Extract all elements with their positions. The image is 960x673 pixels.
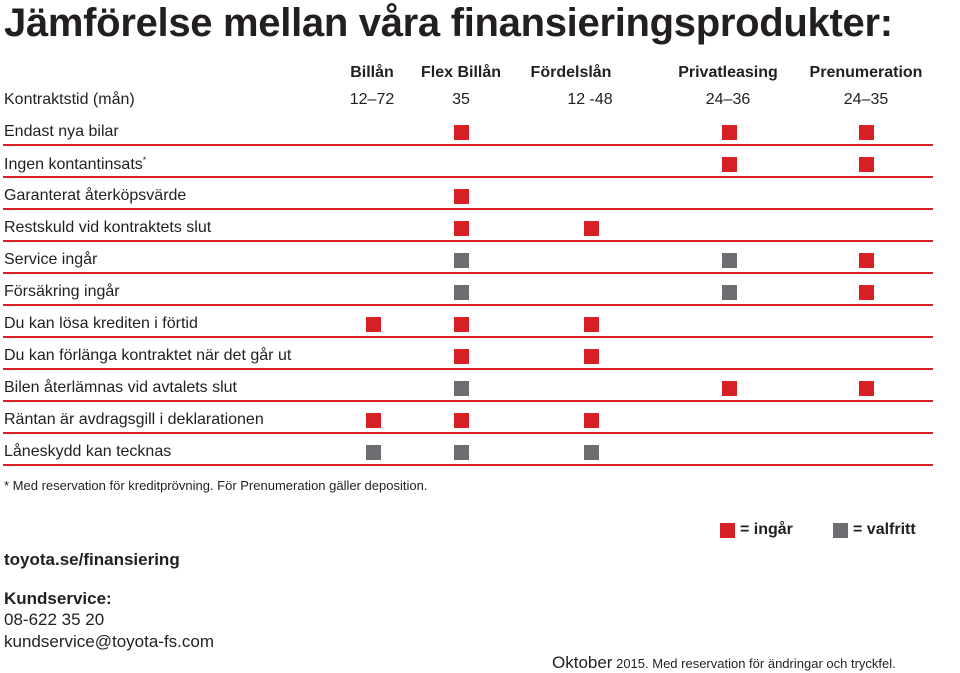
row-label: Service ingår <box>4 251 97 269</box>
col-head-privatleasing: Privatleasing <box>678 64 778 81</box>
row-label-text: Du kan lösa krediten i förtid <box>4 315 198 332</box>
grey-square-icon <box>833 523 848 538</box>
red-square-icon <box>584 349 599 364</box>
term-label: Kontraktstid (mån) <box>4 91 135 108</box>
grey-square-icon <box>722 253 737 268</box>
term-value-billan: 12–72 <box>349 91 395 108</box>
footnote: * Med reservation för kreditprövning. Fö… <box>4 478 428 493</box>
row-label-text: Service ingår <box>4 251 98 268</box>
red-square-icon <box>722 125 737 140</box>
date-note-text: 2015. Med reservation för ändringar och … <box>612 656 896 671</box>
red-square-icon <box>859 253 874 268</box>
red-square-icon <box>454 413 469 428</box>
table-row: Låneskydd kan tecknas <box>3 436 933 466</box>
legend-ingar-label: = ingår <box>740 521 793 538</box>
col-head-flex-billan: Flex Billån <box>420 64 502 81</box>
term-value-prenumeration: 24–35 <box>843 91 889 108</box>
grey-square-icon <box>366 445 381 460</box>
red-square-icon <box>454 189 469 204</box>
page-title: Jämförelse mellan våra finansieringsprod… <box>4 1 893 45</box>
table-row: Endast nya bilar <box>3 116 933 146</box>
table-row: Du kan förlänga kontraktet när det går u… <box>3 340 933 370</box>
term-value-fordelslan: 12 -48 <box>567 91 613 108</box>
table-row: Restskuld vid kontraktets slut <box>3 212 933 242</box>
red-square-icon <box>722 381 737 396</box>
table-row: Garanterat återköpsvärde <box>3 180 933 210</box>
row-label-text: Ingen kontantinsats <box>4 156 143 173</box>
legend-valfritt-label: = valfritt <box>853 521 916 538</box>
red-square-icon <box>454 221 469 236</box>
red-square-icon <box>454 349 469 364</box>
table-row: Du kan lösa krediten i förtid <box>3 308 933 338</box>
row-label-text: Bilen återlämnas vid avtalets slut <box>4 379 237 396</box>
footnote-marker: * <box>142 155 147 165</box>
row-label-text: Du kan förlänga kontraktet när det går u… <box>4 347 292 364</box>
col-head-billan: Billån <box>350 64 394 81</box>
red-square-icon <box>584 413 599 428</box>
red-square-icon <box>722 157 737 172</box>
col-head-prenumeration: Prenumeration <box>809 64 923 81</box>
row-label: Du kan lösa krediten i förtid <box>4 315 198 333</box>
term-value-flex-billan: 35 <box>452 91 470 108</box>
row-label-text: Försäkring ingår <box>4 283 120 300</box>
red-square-icon <box>859 285 874 300</box>
row-label-text: Räntan är avdragsgill i deklarationen <box>4 411 264 428</box>
row-label: Låneskydd kan tecknas <box>4 443 171 461</box>
red-square-icon <box>859 157 874 172</box>
table-row: Räntan är avdragsgill i deklarationen <box>3 404 933 434</box>
row-label: Restskuld vid kontraktets slut <box>4 219 211 237</box>
kundservice-title: Kundservice: <box>4 589 112 608</box>
red-square-icon <box>366 413 381 428</box>
row-label: Räntan är avdragsgill i deklarationen <box>4 411 264 429</box>
kundservice-phone: 08-622 35 20 <box>4 610 105 629</box>
red-square-icon <box>454 125 469 140</box>
row-label-text: Garanterat återköpsvärde <box>4 187 187 204</box>
row-label-text: Låneskydd kan tecknas <box>4 443 172 460</box>
red-square-icon <box>859 381 874 396</box>
date-note: Oktober 2015. Med reservation för ändrin… <box>552 653 896 673</box>
red-square-icon <box>859 125 874 140</box>
grey-square-icon <box>454 445 469 460</box>
red-square-icon <box>720 523 735 538</box>
red-square-icon <box>584 317 599 332</box>
row-label-text: Restskuld vid kontraktets slut <box>4 219 212 236</box>
kundservice-email[interactable]: kundservice@toyota-fs.com <box>4 632 215 651</box>
red-square-icon <box>454 317 469 332</box>
term-value-privatleasing: 24–36 <box>705 91 751 108</box>
date-note-month: Oktober <box>552 653 613 672</box>
row-label: Garanterat återköpsvärde <box>4 187 186 205</box>
red-square-icon <box>366 317 381 332</box>
col-head-fordelslan: Fördelslån <box>530 64 612 81</box>
red-square-icon <box>584 221 599 236</box>
website-link[interactable]: toyota.se/finansiering <box>4 550 180 569</box>
table-row: Service ingår <box>3 244 933 274</box>
row-label: Endast nya bilar <box>4 123 119 141</box>
row-label: Du kan förlänga kontraktet när det går u… <box>4 347 291 365</box>
row-label: Ingen kontantinsats* <box>4 155 146 174</box>
grey-square-icon <box>722 285 737 300</box>
grey-square-icon <box>584 445 599 460</box>
grey-square-icon <box>454 285 469 300</box>
row-label: Bilen återlämnas vid avtalets slut <box>4 379 237 397</box>
grey-square-icon <box>454 381 469 396</box>
table-row: Försäkring ingår <box>3 276 933 306</box>
grey-square-icon <box>454 253 469 268</box>
table-row: Bilen återlämnas vid avtalets slut <box>3 372 933 402</box>
table-row: Ingen kontantinsats* <box>3 148 933 178</box>
row-label-text: Endast nya bilar <box>4 123 119 140</box>
row-label: Försäkring ingår <box>4 283 120 301</box>
